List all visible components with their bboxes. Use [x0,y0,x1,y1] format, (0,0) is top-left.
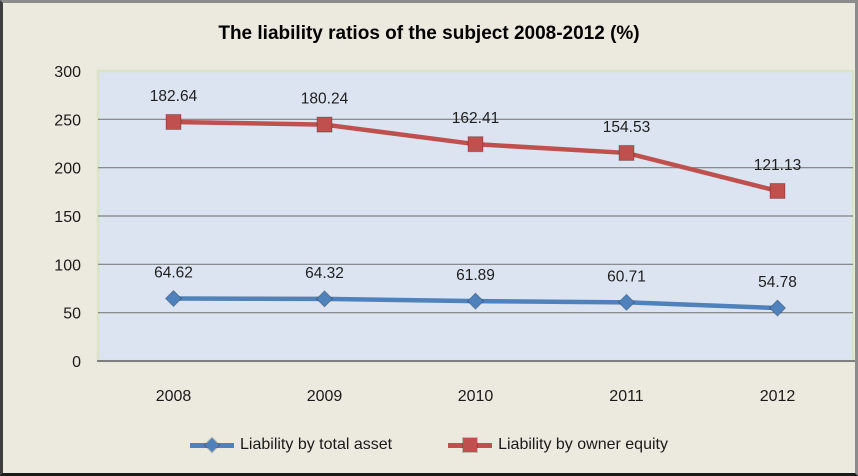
data-label: 64.62 [154,265,193,282]
x-axis-label: 2008 [156,388,192,405]
data-point-marker-liability-by-total-asset [466,292,485,310]
legend-item-liability-by-total-asset: Liability by total asset [190,436,392,454]
data-label: 64.32 [305,265,344,282]
chart-title: The liability ratios of the subject 2008… [218,23,640,44]
data-point-marker-liability-by-total-asset [768,299,787,317]
square-marker-icon [462,437,479,453]
y-tick-label: 50 [63,306,81,323]
data-label: 54.78 [758,274,797,291]
data-label: 162.41 [452,110,499,127]
data-point-marker-liability-by-owner-equity [165,113,182,130]
data-label: 60.71 [607,268,646,285]
data-point-marker-liability-by-total-asset [617,293,636,312]
data-point-marker-liability-by-total-asset [315,290,334,308]
data-label: 180.24 [301,91,349,108]
data-label: 154.53 [603,119,650,136]
data-point-marker-liability-by-owner-equity [467,136,484,153]
data-point-marker-liability-by-owner-equity [618,144,635,161]
data-point-marker-liability-by-owner-equity [769,182,786,199]
legend-square-icon [448,437,493,453]
legend-diamond-icon [190,436,235,454]
data-point-marker-liability-by-owner-equity [316,116,333,133]
diamond-marker-icon [203,436,221,454]
y-tick-label: 150 [54,209,81,226]
legend-label: Liability by total asset [240,436,393,453]
y-tick-label: 300 [54,64,81,81]
y-tick-label: 0 [72,354,81,371]
x-axis-label: 2012 [760,388,796,405]
x-axis-label: 2011 [609,388,644,405]
legend: Liability by total asset Liability by own… [3,436,855,454]
plot-area: 0 50 100 150 200 250 300 2008 2009 2010 2011 2012 64… [54,64,855,405]
y-tick-label: 200 [54,161,81,178]
data-label: 182.64 [150,88,198,105]
data-label: 61.89 [456,267,495,284]
data-point-marker-liability-by-total-asset [164,289,183,308]
legend-label: Liability by owner equity [498,436,668,453]
data-label: 121.13 [754,157,801,174]
legend-item-liability-by-owner-equity: Liability by owner equity [448,436,668,454]
y-tick-label: 250 [54,112,81,129]
y-tick-label: 100 [54,257,81,274]
x-axis-label: 2010 [458,388,494,405]
x-axis-label: 2009 [307,388,343,405]
